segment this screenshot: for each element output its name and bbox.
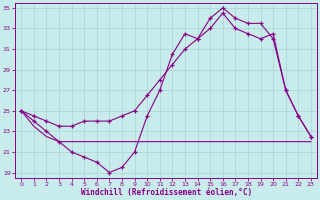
X-axis label: Windchill (Refroidissement éolien,°C): Windchill (Refroidissement éolien,°C) (81, 188, 252, 197)
